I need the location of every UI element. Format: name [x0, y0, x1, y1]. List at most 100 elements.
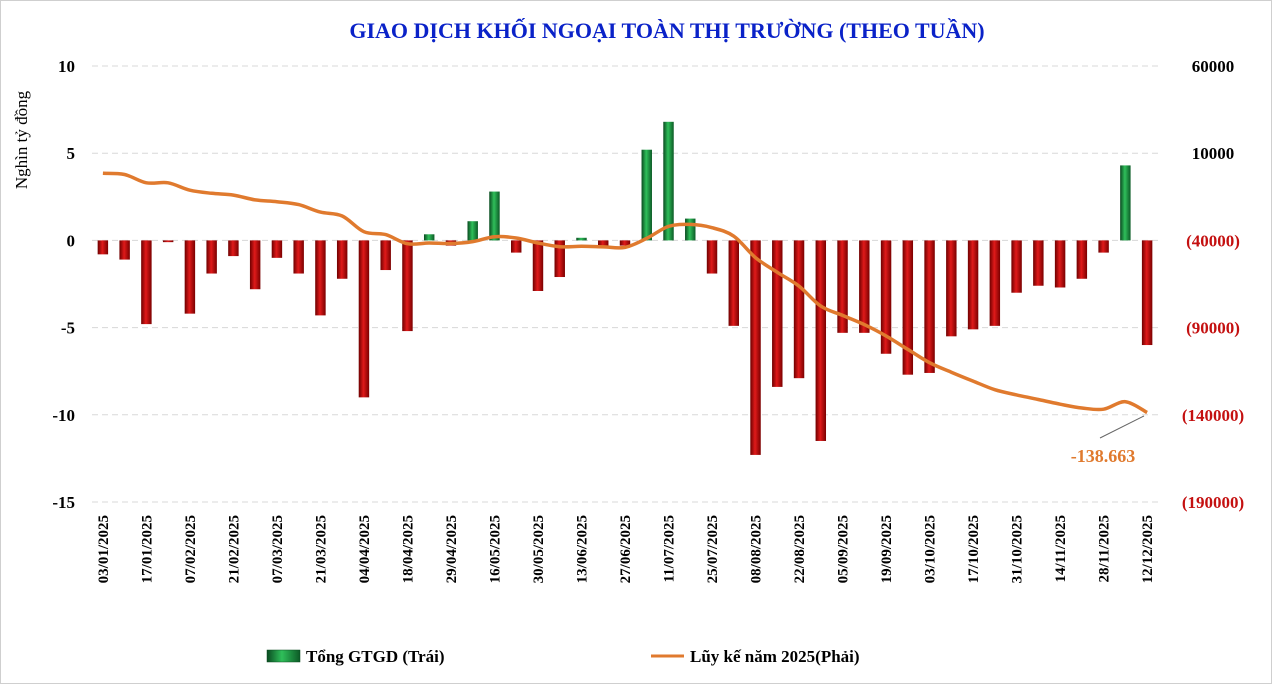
bar	[859, 240, 870, 333]
y-axis-right-ticks: 60000 10000 (40000) (90000) (140000) (190000)	[1182, 57, 1244, 512]
bar	[685, 218, 696, 241]
bar	[772, 240, 783, 387]
y-axis-label-left: Nghìn tỷ đồng	[12, 90, 31, 189]
x-tick-label: 07/02/2025	[183, 515, 199, 583]
y-tick-label-left: -10	[52, 406, 75, 425]
bar	[293, 240, 304, 274]
bar	[837, 240, 848, 333]
x-tick-label: 11/07/2025	[662, 515, 678, 583]
bar	[728, 240, 739, 326]
x-tick-label: 28/11/2025	[1097, 515, 1113, 583]
x-tick-label: 31/10/2025	[1010, 515, 1026, 583]
bar	[576, 237, 587, 241]
x-axis-ticks: 03/01/2025 17/01/2025 07/02/2025 21/02/2025…	[96, 515, 1156, 583]
x-tick-label: 12/12/2025	[1140, 515, 1156, 583]
annotation-last-value: -138.663	[1071, 446, 1136, 466]
bar	[402, 240, 413, 332]
bar	[793, 240, 805, 379]
bar-series	[97, 121, 1153, 455]
bar	[336, 240, 348, 279]
bar	[249, 240, 261, 290]
line-series	[102, 171, 1148, 415]
bar	[815, 240, 827, 441]
x-tick-label: 30/05/2025	[531, 515, 547, 583]
bar	[489, 191, 500, 241]
y-tick-label-right: (140000)	[1182, 406, 1244, 425]
x-tick-label: 17/01/2025	[139, 515, 155, 583]
bar	[532, 240, 544, 291]
bar	[1098, 240, 1109, 253]
x-tick-label: 17/10/2025	[966, 515, 982, 583]
x-tick-label: 04/04/2025	[357, 515, 373, 583]
x-tick-label: 14/11/2025	[1053, 515, 1069, 583]
bar	[924, 240, 935, 373]
annotation-leader-line	[1099, 415, 1145, 439]
x-tick-label: 05/09/2025	[836, 515, 852, 583]
bar	[380, 240, 391, 271]
bar	[1033, 240, 1044, 286]
bar	[967, 240, 979, 330]
x-tick-label: 21/03/2025	[313, 515, 329, 583]
y-axis-left-ticks: 10 5 0 -5 -10 -15	[52, 57, 75, 512]
bar	[641, 149, 652, 241]
x-tick-label: 27/06/2025	[618, 515, 634, 583]
bar	[902, 240, 914, 375]
chart-title: GIAO DỊCH KHỐI NGOẠI TOÀN THỊ TRƯỜNG (TH…	[349, 18, 984, 43]
y-tick-label-left: 0	[67, 231, 76, 250]
y-tick-label-right: 60000	[1192, 57, 1235, 76]
bar	[663, 121, 674, 241]
y-tick-label-left: -5	[61, 319, 75, 338]
x-tick-label: 07/03/2025	[270, 515, 286, 583]
bar	[141, 240, 152, 325]
bar	[423, 234, 435, 241]
bar	[554, 240, 565, 278]
y-tick-label-left: 5	[67, 144, 76, 163]
legend: Tổng GTGD (Trái) Lũy kế năm 2025(Phải)	[266, 647, 860, 666]
bar	[228, 240, 239, 257]
y-tick-label-right: (40000)	[1186, 231, 1240, 250]
x-tick-label: 13/06/2025	[575, 515, 591, 583]
bar	[184, 240, 196, 314]
y-tick-label-right: (90000)	[1186, 319, 1240, 338]
bar	[706, 240, 718, 274]
line-cumulative	[102, 171, 1148, 415]
bar	[206, 240, 217, 274]
bar	[1141, 240, 1153, 346]
y-tick-label-right: 10000	[1192, 144, 1235, 163]
bar	[162, 240, 174, 243]
x-tick-label: 16/05/2025	[488, 515, 504, 583]
x-tick-label: 03/01/2025	[96, 515, 112, 583]
bar	[467, 221, 478, 241]
bar	[1120, 165, 1131, 241]
bar	[511, 240, 522, 253]
y-tick-label-right: (190000)	[1182, 493, 1244, 512]
bar	[598, 240, 609, 246]
x-tick-label: 18/04/2025	[400, 515, 416, 583]
legend-bar-swatch	[266, 649, 301, 663]
bar	[97, 240, 109, 255]
legend-line-label: Lũy kế năm 2025(Phải)	[690, 647, 860, 666]
bar	[989, 240, 1001, 326]
bar	[619, 240, 631, 246]
bar	[1076, 240, 1088, 279]
bar	[271, 240, 283, 258]
bar	[880, 240, 892, 354]
x-tick-label: 25/07/2025	[705, 515, 721, 583]
bar	[315, 240, 326, 316]
legend-bar-label: Tổng GTGD (Trái)	[306, 647, 445, 666]
x-tick-label: 21/02/2025	[226, 515, 242, 583]
bar	[750, 240, 761, 455]
x-tick-label: 03/10/2025	[923, 515, 939, 583]
bar	[358, 240, 370, 398]
bar	[1054, 240, 1066, 288]
x-tick-label: 19/09/2025	[879, 515, 895, 583]
bar	[946, 240, 957, 337]
x-tick-label: 22/08/2025	[792, 515, 808, 583]
x-tick-label: 08/08/2025	[749, 515, 765, 583]
y-tick-label-left: 10	[58, 57, 75, 76]
x-tick-label: 29/04/2025	[444, 515, 460, 583]
bar	[1011, 240, 1022, 293]
y-tick-label-left: -15	[52, 493, 75, 512]
